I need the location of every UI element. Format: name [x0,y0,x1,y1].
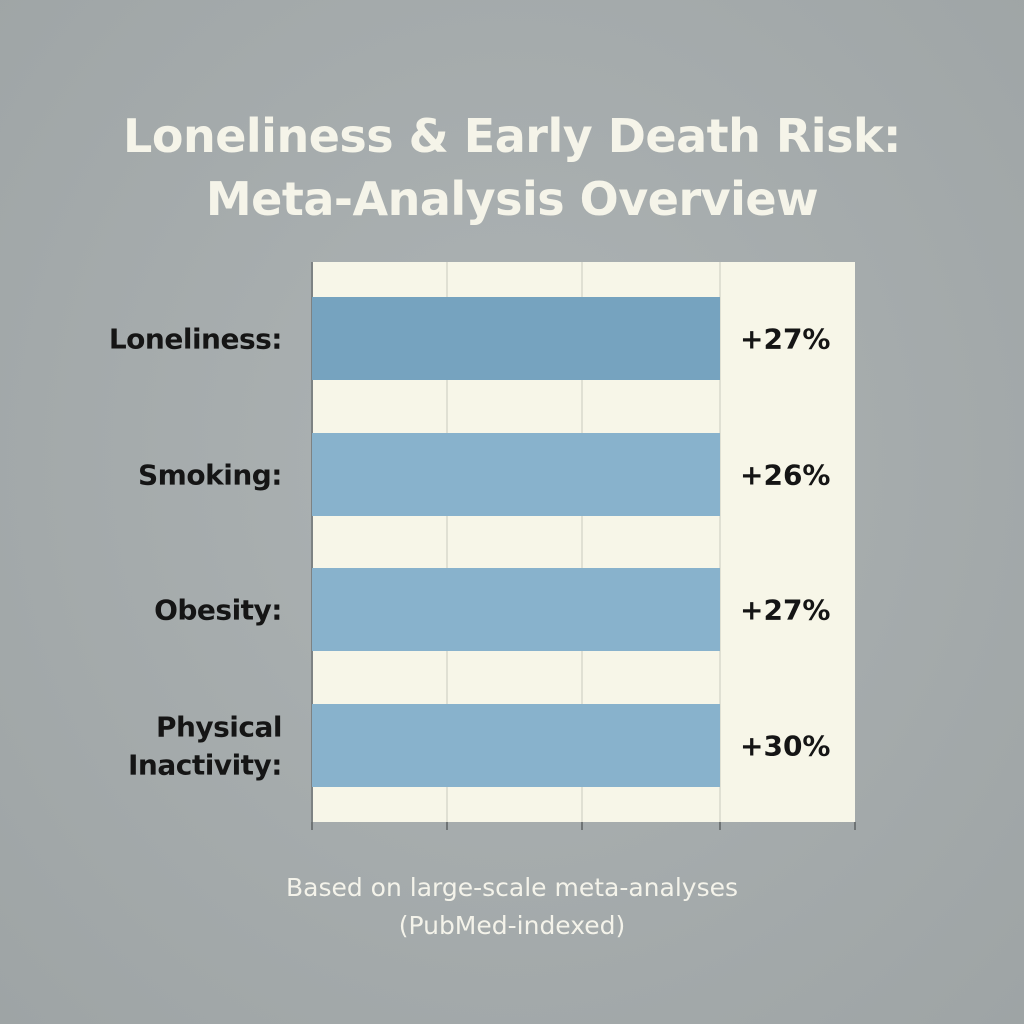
category-label-3: Obesity: [154,594,282,627]
footnote-line-2: (PubMed-indexed) [398,911,626,940]
bar-1 [312,297,720,380]
footnote-line-1: Based on large-scale meta-analyses [285,873,739,902]
chart-title-line-2: Meta-Analysis Overview [205,172,819,226]
value-label-3: +27% [740,594,830,627]
value-label-1: +27% [740,323,830,356]
category-label-4-line-2: Inactivity: [128,749,282,782]
value-label-4: +30% [740,730,830,763]
bar-4 [312,704,720,787]
chart-title-line-1: Loneliness & Early Death Risk: [123,109,901,163]
bar-2 [312,433,720,516]
category-label-2: Smoking: [138,459,282,492]
category-label-4-line-1: Physical [156,711,282,744]
value-label-2: +26% [740,459,830,492]
bar-3 [312,568,720,651]
category-label-1: Loneliness: [109,323,282,356]
